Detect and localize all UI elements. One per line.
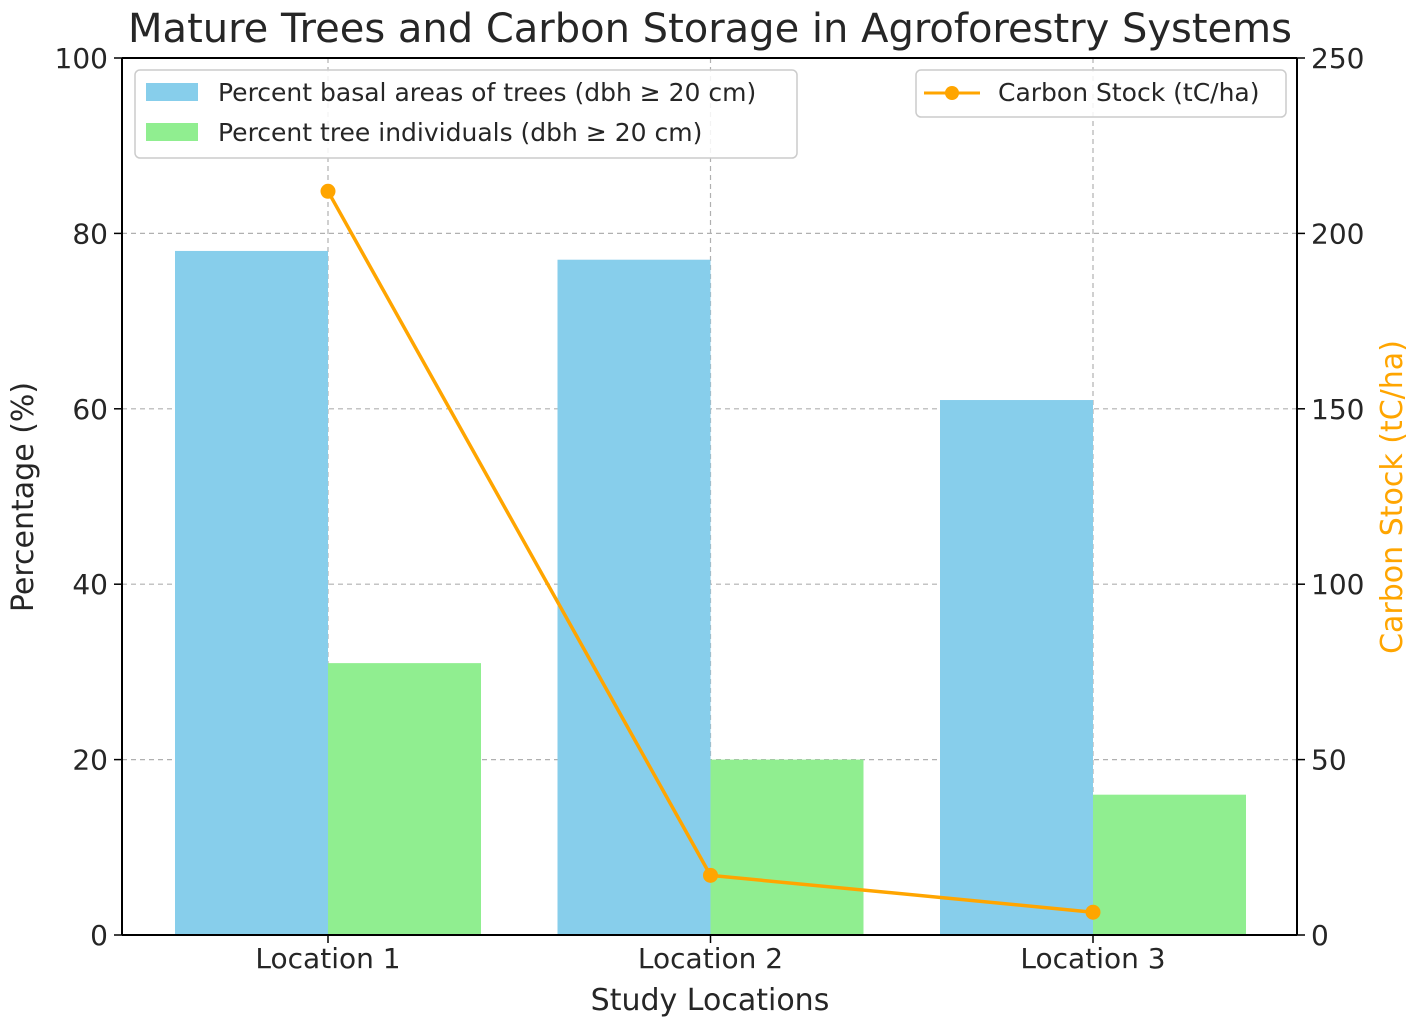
x-axis-label: Study Locations xyxy=(591,983,830,1018)
y-tick-label: 100 xyxy=(55,42,108,75)
bar-tree-individuals xyxy=(710,759,864,935)
carbon-stock-point xyxy=(703,867,718,883)
y2-tick-label: 0 xyxy=(1311,919,1329,952)
chart-title: Mature Trees and Carbon Storage in Agrof… xyxy=(128,6,1292,52)
legend-swatch-basal xyxy=(146,83,198,101)
x-tick-label: Location 2 xyxy=(638,942,783,975)
y2-tick-label: 250 xyxy=(1311,42,1364,75)
carbon-line xyxy=(320,183,1101,920)
y2-axis-label: Carbon Stock (tC/ha) xyxy=(1375,340,1410,654)
y-tick-label: 60 xyxy=(72,393,108,426)
y-tick-label: 40 xyxy=(72,568,108,601)
legend-label-individuals: Percent tree individuals (dbh ≥ 20 cm) xyxy=(218,118,702,147)
bar-basal-area xyxy=(940,400,1093,935)
bar-basal-area xyxy=(175,250,328,935)
y-tick-label: 80 xyxy=(72,217,108,250)
bars xyxy=(175,250,1246,936)
y2-tick-label: 150 xyxy=(1311,393,1364,426)
legend-label-carbon: Carbon Stock (tC/ha) xyxy=(998,78,1260,107)
y2-tick-label: 50 xyxy=(1311,744,1347,777)
bar-basal-area xyxy=(557,259,711,936)
x-tick-label: Location 1 xyxy=(255,942,400,975)
y-axis-label: Percentage (%) xyxy=(6,382,41,612)
x-tick-label: Location 3 xyxy=(1020,942,1165,975)
legend-bars: Percent basal areas of trees (dbh ≥ 20 c… xyxy=(134,69,798,159)
carbon-stock-point xyxy=(320,183,336,199)
bar-tree-individuals xyxy=(328,663,481,935)
legend-label-basal: Percent basal areas of trees (dbh ≥ 20 c… xyxy=(218,78,756,107)
legend-marker-carbon xyxy=(945,86,959,100)
y-tick-label: 0 xyxy=(90,919,108,952)
y-tick-label: 20 xyxy=(72,744,108,777)
right-ticks: 0 50 100 150 200 250 xyxy=(1297,42,1364,952)
y2-tick-label: 100 xyxy=(1311,568,1364,601)
x-ticks: Location 1 Location 2 Location 3 xyxy=(255,935,1166,975)
legend-line: Carbon Stock (tC/ha) xyxy=(915,69,1287,118)
legend-line-box xyxy=(915,69,1287,118)
bar-tree-individuals xyxy=(1093,794,1246,935)
legend-swatch-individuals xyxy=(146,123,198,141)
carbon-stock-point xyxy=(1085,904,1101,920)
y2-tick-label: 200 xyxy=(1311,217,1364,250)
left-ticks: 0 20 40 60 80 100 xyxy=(55,42,122,952)
legend-bars-box xyxy=(134,69,798,159)
